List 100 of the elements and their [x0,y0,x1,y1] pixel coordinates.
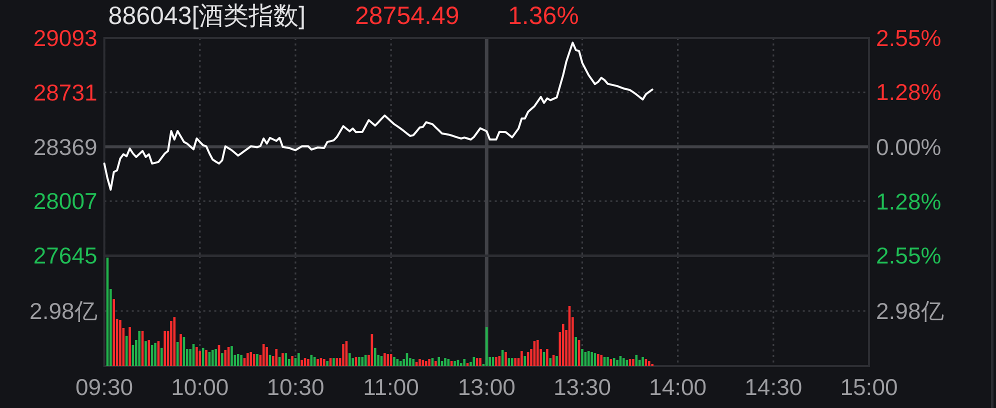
bar [342,344,344,366]
bar [348,353,351,366]
bar [648,361,650,366]
bar [205,350,208,366]
bar [514,358,516,366]
bar [180,334,182,366]
bar [536,340,539,366]
bar [160,348,163,366]
x-tick-label: 13:30 [553,374,612,400]
bar [622,358,625,366]
bar [250,352,252,366]
bar [600,354,602,366]
bar [418,358,421,366]
y-tick-label: 27645 [33,242,98,268]
bar [214,349,217,366]
bar [626,360,628,366]
bar [256,354,258,366]
bar [112,299,116,366]
bar [434,361,437,366]
bar [358,356,360,366]
bar [590,352,593,366]
bar [460,363,462,366]
bar [549,358,552,366]
bar [510,358,514,366]
x-tick-label: 10:00 [171,374,229,400]
bar [246,353,249,366]
x-tick-label: 15:00 [840,374,898,400]
text: 28754.49 [355,2,460,30]
bar [546,349,548,366]
bar [384,353,386,366]
y2-tick-label: 0.00% [876,134,942,160]
bar [275,349,278,366]
bar [424,361,428,366]
bar [300,360,303,366]
bar [262,344,265,366]
bar [616,360,618,366]
bar [386,354,390,366]
bar [298,353,300,366]
bar [524,356,526,366]
bar [562,324,564,366]
y2-tick-label: 2.55% [876,25,942,51]
bar [556,356,558,366]
bar [196,346,198,366]
bar [326,361,328,366]
bar [632,358,634,366]
bar [495,356,498,366]
bar [606,356,609,366]
bar [240,354,242,366]
y2-tick-label: 2.55% [876,242,942,268]
x-tick-label: 11:00 [363,374,419,400]
bar [236,354,240,366]
chart-title: 886043[酒类指数] [108,2,306,30]
bar [266,346,268,366]
x-tick-label: 14:30 [744,374,802,400]
bar [463,358,466,366]
y2-tick-label: 1.28% [876,79,942,106]
bar [504,352,507,366]
y-tick-label: 28007 [33,188,98,214]
bar [119,320,122,366]
bar [224,350,227,366]
bar [307,358,310,366]
bar [323,358,326,366]
y-tick-label: 28731 [33,79,98,106]
bar [291,356,294,366]
bar [587,351,590,366]
bar [399,361,402,366]
bar [428,358,430,366]
bar [597,354,600,366]
y2-tick-label: 1.28% [876,188,942,214]
y-tick-label: 29093 [33,25,98,51]
bar [479,358,482,366]
bar [438,356,440,366]
bar [164,330,166,366]
bar [486,327,488,366]
bar [520,351,523,366]
x-tick-label: 10:30 [266,374,324,400]
bar [230,346,233,366]
text: 1.36% [508,2,579,30]
bar [444,358,446,366]
bar [316,358,319,366]
bar [581,349,584,366]
bar [361,356,364,366]
bar [170,320,172,366]
y-tick-label: 28369 [33,134,98,160]
bar [332,358,335,366]
bar [412,358,415,366]
bar [454,361,456,366]
line-series [103,42,654,191]
bar [642,356,644,366]
bar [574,337,578,366]
bar [393,356,396,366]
bar [374,348,376,366]
bar [211,350,214,366]
bar [144,341,147,366]
x-tick-label: 14:00 [649,374,707,400]
bar [138,330,140,366]
bar [125,336,128,366]
bar [221,353,224,366]
bar [154,342,156,366]
bar [198,351,202,366]
